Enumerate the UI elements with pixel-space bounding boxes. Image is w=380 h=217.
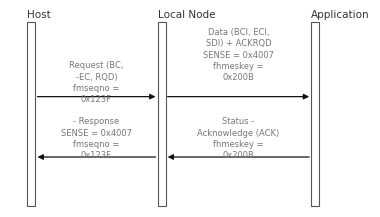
Bar [27,22,35,205]
Text: - Response
SENSE = 0x4007
fmseqno =
0x123F: - Response SENSE = 0x4007 fmseqno = 0x12… [61,117,132,161]
Text: Status -
Acknowledge (ACK)
fhmeskey =
0x200B: Status - Acknowledge (ACK) fhmeskey = 0x… [198,117,280,161]
Bar [158,22,166,205]
Text: Local Node: Local Node [158,10,215,20]
Text: Host: Host [27,10,51,20]
Text: Application: Application [311,10,370,20]
Text: Request (BC,
-EC, RQD)
fmseqno =
0x123F: Request (BC, -EC, RQD) fmseqno = 0x123F [69,61,124,104]
Text: Data (BCI, ECI,
SDI) + ACKRQD
SENSE = 0x4007
fhmeskey =
0x200B: Data (BCI, ECI, SDI) + ACKRQD SENSE = 0x… [203,28,274,82]
Bar [311,22,319,205]
